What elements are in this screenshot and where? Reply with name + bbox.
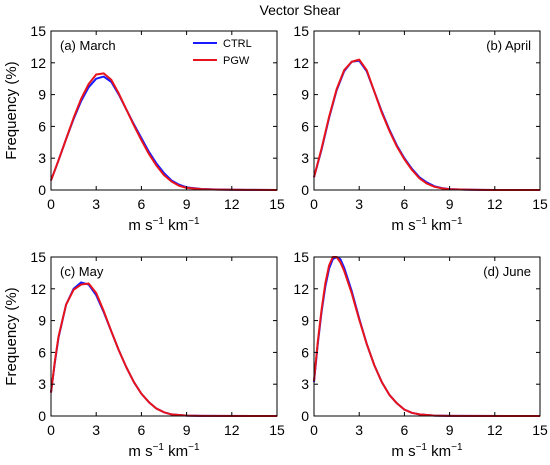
plot-frame [313,30,541,191]
x-tick-label: 0 [47,196,55,212]
chart-panel-1: 0 3 6 9 12 15 0 3 6 9 12 15 m s−1 km−1 Frequency (%) (… [3,23,285,234]
y-tick-label: 0 [38,408,46,424]
chart-panel-2: 0 3 6 9 12 15 0 3 6 9 12 15 m s−1 km−1 (b) April [293,23,548,234]
x-axis-label: m s−1 km−1 [128,442,200,460]
x-tick-label: 9 [446,422,454,438]
y-tick-label: 0 [38,182,46,198]
x-tick-label: 0 [310,196,318,212]
y-tick-label: 3 [301,376,309,392]
x-tick-label: 15 [532,196,548,212]
x-tick-label: 6 [138,422,146,438]
x-tick-label: 3 [355,196,363,212]
y-tick-label: 3 [301,150,309,166]
x-tick-label: 15 [269,196,285,212]
y-tick-label: 6 [301,118,309,134]
x-tick-label: 9 [183,196,191,212]
panel-label: (a) March [60,38,116,53]
series-line-pgw [313,58,540,191]
x-tick-label: 0 [47,422,55,438]
x-axis-label: m s−1 km−1 [391,216,463,234]
y-tick-label: 12 [30,281,46,297]
y-axis-label: Frequency (%) [3,287,20,385]
x-tick-label: 15 [532,422,548,438]
figure-title: Vector Shear [260,2,341,18]
x-tick-label: 3 [92,196,100,212]
x-tick-label: 12 [487,422,503,438]
series-line-pgw [50,72,278,191]
plot-frame [313,256,541,417]
series-line-pgw [50,282,278,417]
chart-panel-3: 0 3 6 9 12 15 0 3 6 9 12 15 m s−1 km−1 Frequency (%) (… [3,249,285,460]
plot-frame [50,256,278,417]
y-tick-label: 9 [38,87,46,103]
x-tick-label: 3 [355,422,363,438]
x-tick-label: 6 [401,422,409,438]
series-line-ctrl [50,281,278,417]
legend-label-ctrl: CTRL [223,38,252,50]
series-line-ctrl [313,59,540,191]
x-tick-label: 9 [446,196,454,212]
y-tick-label: 0 [301,408,309,424]
x-tick-label: 12 [487,196,503,212]
y-tick-label: 3 [38,376,46,392]
x-tick-label: 12 [224,196,240,212]
y-tick-label: 12 [293,281,309,297]
chart-panel-4: 0 3 6 9 12 15 0 3 6 9 12 15 m s−1 km−1 (d) June [293,249,548,460]
y-tick-label: 12 [293,55,309,71]
x-axis-label: m s−1 km−1 [391,442,463,460]
x-tick-label: 9 [183,422,191,438]
y-tick-label: 15 [30,23,46,39]
x-tick-label: 15 [269,422,285,438]
y-tick-label: 15 [293,23,309,39]
x-tick-label: 6 [401,196,409,212]
plot-frame [50,30,278,191]
panel-label: (d) June [483,264,531,279]
x-tick-label: 0 [310,422,318,438]
x-tick-label: 3 [92,422,100,438]
panel-label: (c) May [60,264,104,279]
y-tick-label: 15 [293,249,309,265]
y-tick-label: 6 [301,344,309,360]
x-tick-label: 6 [138,196,146,212]
y-axis-label: Frequency (%) [3,61,20,159]
y-tick-label: 9 [301,313,309,329]
y-tick-label: 6 [38,118,46,134]
series-line-pgw [313,256,541,417]
y-tick-label: 12 [30,55,46,71]
y-tick-label: 3 [38,150,46,166]
y-tick-label: 15 [30,249,46,265]
y-tick-label: 6 [38,344,46,360]
panel-label: (b) April [486,38,531,53]
legend-label-pgw: PGW [223,55,250,67]
x-tick-label: 12 [224,422,240,438]
panels: 0 3 6 9 12 15 0 3 6 9 12 15 m s−1 km−1 Frequency (%) (… [3,23,548,460]
y-tick-label: 0 [301,182,309,198]
x-axis-label: m s−1 km−1 [128,216,200,234]
y-tick-label: 9 [38,313,46,329]
y-tick-label: 9 [301,87,309,103]
